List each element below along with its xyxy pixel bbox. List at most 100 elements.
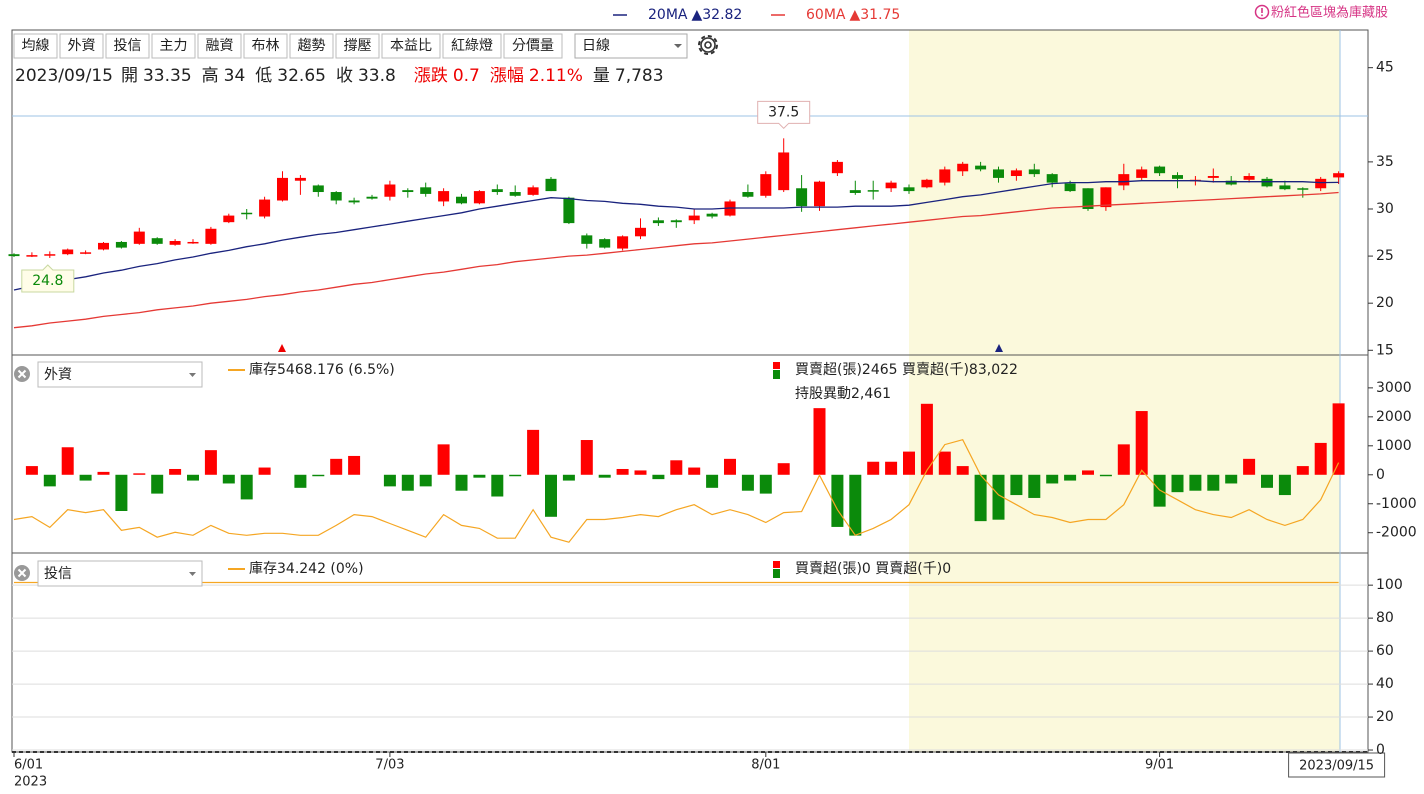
y-tick-label: 25 — [1376, 248, 1394, 264]
toolbar-button[interactable]: 均線 — [13, 33, 58, 59]
bar — [616, 468, 629, 475]
button-box[interactable] — [381, 33, 441, 59]
candle-body — [1010, 170, 1022, 177]
info-icon — [1261, 8, 1263, 13]
bar — [813, 408, 826, 475]
info-icon — [1254, 4, 1270, 20]
toolbar: 均線 外資 投信 主力 融資 布林 趨勢 撐壓 本益比 紅綠燈 分價量 — [13, 33, 563, 59]
bar — [1314, 442, 1327, 475]
info-label: 漲幅 — [490, 66, 524, 86]
toolbar-button[interactable]: 本益比 — [381, 33, 441, 59]
bar — [1261, 474, 1273, 488]
candle-body — [1136, 169, 1148, 178]
bar — [330, 458, 343, 475]
button-label[interactable]: 投信 — [114, 38, 142, 54]
candle-body — [312, 185, 324, 193]
toolbar-button[interactable]: 紅綠燈 — [442, 33, 502, 59]
candle-body — [706, 213, 718, 217]
x-tick-label: 9/01 — [1145, 758, 1174, 773]
y-tick-label: 80 — [1376, 610, 1394, 626]
button-label[interactable]: 外資 — [68, 38, 96, 54]
select-value[interactable]: 投信 — [44, 566, 72, 582]
button-box[interactable] — [243, 33, 288, 59]
toolbar-button[interactable]: 分價量 — [503, 33, 563, 59]
legend-swatch — [773, 362, 780, 369]
button-box[interactable] — [442, 33, 502, 59]
bar — [1189, 474, 1202, 491]
legend-value: ▲31.75 — [849, 7, 900, 23]
candle-body — [1225, 180, 1237, 185]
y-tick-label: 35 — [1376, 154, 1394, 170]
toolbar-button[interactable]: 撐壓 — [335, 33, 380, 59]
bar — [1046, 474, 1059, 484]
gear[interactable] — [698, 35, 718, 55]
candle-body — [652, 220, 664, 224]
button-box[interactable] — [289, 33, 334, 59]
toolbar-button[interactable]: 主力 — [151, 33, 196, 59]
legend-name: 20MA — [648, 7, 688, 23]
candle-body — [993, 169, 1004, 178]
bar — [222, 474, 235, 484]
gear[interactable] — [704, 41, 712, 49]
info-value: 33.8 — [358, 66, 396, 86]
toolbar-button[interactable]: 趨勢 — [289, 33, 334, 59]
indicator-select[interactable] — [37, 361, 203, 388]
close-icon[interactable] — [17, 369, 27, 379]
toolbar-button[interactable]: 布林 — [243, 33, 288, 59]
candle-body — [366, 196, 378, 199]
marks: 15 20 25 30 35 45 37.5 24.8 6/01 7/03 8/01 9/01 2023… — [8, 60, 1417, 778]
candle-body — [545, 178, 557, 192]
button-label[interactable]: 紅綠燈 — [451, 38, 493, 54]
bar — [509, 474, 522, 477]
button-label[interactable]: 撐壓 — [344, 38, 372, 54]
button-box[interactable] — [151, 33, 196, 59]
close-icon[interactable] — [17, 568, 27, 578]
button-box[interactable] — [13, 33, 58, 59]
settings-button[interactable] — [698, 35, 718, 55]
button-box[interactable] — [59, 33, 104, 59]
period-select[interactable]: 日線 — [574, 33, 688, 59]
button-label[interactable]: 融資 — [206, 38, 234, 54]
button-label[interactable]: 布林 — [252, 38, 280, 54]
signal-marker — [278, 344, 286, 352]
button-label[interactable]: 趨勢 — [298, 38, 326, 54]
button-label[interactable]: 本益比 — [390, 38, 432, 54]
bar — [688, 467, 701, 475]
bar — [1278, 474, 1291, 496]
candle-body — [1028, 169, 1040, 175]
bar — [473, 474, 486, 478]
info-value: 7,783 — [615, 66, 664, 86]
button-label[interactable]: 分價量 — [512, 37, 554, 54]
select-box[interactable] — [574, 33, 688, 59]
button-label[interactable]: 主力 — [160, 38, 188, 54]
shaded-region — [909, 30, 1340, 752]
y-tick-label: 15 — [1376, 342, 1394, 358]
button-box[interactable] — [105, 33, 150, 59]
bar — [1117, 444, 1130, 475]
candle-body — [867, 190, 879, 192]
button-box[interactable] — [335, 33, 380, 59]
bar — [133, 473, 146, 475]
toolbar-button[interactable]: 融資 — [197, 33, 242, 59]
select-value[interactable]: 日線 — [582, 38, 610, 54]
legend-swatch — [773, 370, 780, 379]
bar — [545, 474, 557, 517]
button-box[interactable] — [197, 33, 242, 59]
toolbar-button[interactable]: 投信 — [105, 33, 150, 59]
toolbar-button[interactable]: 外資 — [59, 33, 104, 59]
button-box[interactable] — [503, 33, 563, 59]
bar — [204, 450, 217, 475]
info-value: 34 — [224, 66, 246, 86]
candle-body — [939, 169, 951, 183]
bar — [670, 460, 683, 475]
gear[interactable] — [700, 37, 716, 53]
bar — [1099, 474, 1112, 477]
bar — [992, 474, 1005, 520]
button-label[interactable]: 均線 — [22, 38, 50, 54]
info-value: 0.7 — [453, 66, 480, 86]
indicator-select[interactable] — [37, 560, 203, 587]
select-value[interactable]: 外資 — [44, 367, 72, 383]
ohlc-info: 2023/09/15 開 33.35 高 34 低 32.65 收 33.8 漲跌 0.7 漲幅 2.1… — [15, 66, 664, 86]
